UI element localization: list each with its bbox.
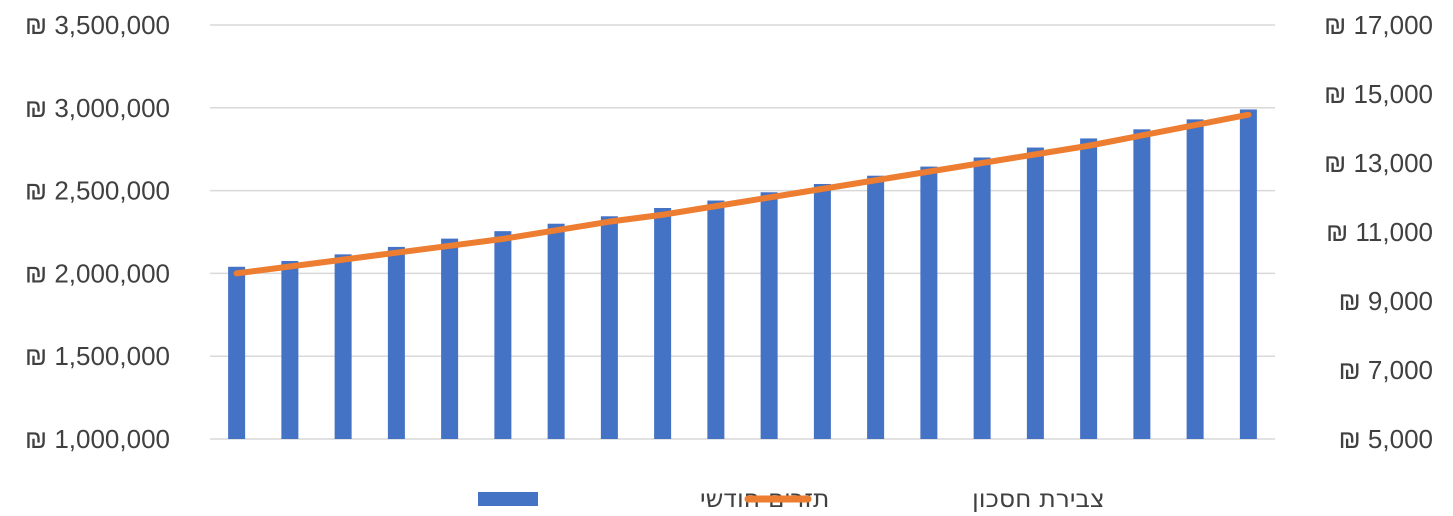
left-axis-tick-label: ₪ 3,500,000 (25, 10, 170, 40)
legend: תזרים חודשי צבירת חסכון (478, 484, 1105, 513)
bar (1186, 119, 1204, 439)
left-axis-tick-label: ₪ 1,000,000 (25, 424, 170, 454)
bar (600, 216, 618, 439)
gridlines (210, 24, 1275, 440)
right-axis-tick-label: ₪ 17,000 (1324, 10, 1433, 40)
bar (707, 200, 725, 439)
bar (547, 223, 565, 439)
line-series-savings (233, 111, 1252, 277)
left-axis-tick-label: ₪ 2,000,000 (25, 258, 170, 288)
bar (441, 238, 459, 439)
bar (387, 246, 405, 439)
bar (973, 157, 991, 440)
legend-label-line: צבירת חסכון (972, 484, 1105, 513)
bar (1080, 138, 1098, 439)
bar (867, 175, 885, 440)
right-axis-tick-label: ₪ 7,000 (1339, 355, 1433, 385)
bar (1026, 147, 1044, 439)
right-axis-tick-label: ₪ 9,000 (1339, 286, 1433, 316)
left-axis-tick-labels: ₪ 1,000,000 ₪ 1,500,000 ₪ 2,000,000 ₪ 2,500… (25, 10, 170, 454)
right-axis-tick-label: ₪ 5,000 (1339, 424, 1433, 454)
bar (494, 231, 512, 439)
bar (1133, 129, 1151, 439)
bar (334, 254, 352, 439)
bar (654, 207, 672, 439)
right-axis-tick-label: ₪ 13,000 (1324, 148, 1433, 178)
left-axis-tick-label: ₪ 1,500,000 (25, 341, 170, 371)
bar (813, 183, 831, 439)
right-axis-tick-label: ₪ 15,000 (1324, 79, 1433, 109)
right-axis-tick-labels: ₪ 5,000 ₪ 7,000 ₪ 9,000 ₪ 11,000 ₪ 13,000 ₪ 1… (1324, 10, 1433, 454)
savings-line (233, 111, 1252, 277)
bar (1239, 109, 1257, 440)
bar (920, 166, 938, 439)
right-axis-tick-label: ₪ 11,000 (1326, 217, 1433, 247)
bar-series-monthly-flow (228, 109, 1257, 440)
bar (281, 260, 299, 439)
bar (228, 266, 246, 439)
bar (760, 192, 778, 439)
legend-swatch-bar (478, 492, 538, 506)
left-axis-tick-label: ₪ 3,000,000 (25, 93, 170, 123)
left-axis-tick-label: ₪ 2,500,000 (25, 176, 170, 206)
